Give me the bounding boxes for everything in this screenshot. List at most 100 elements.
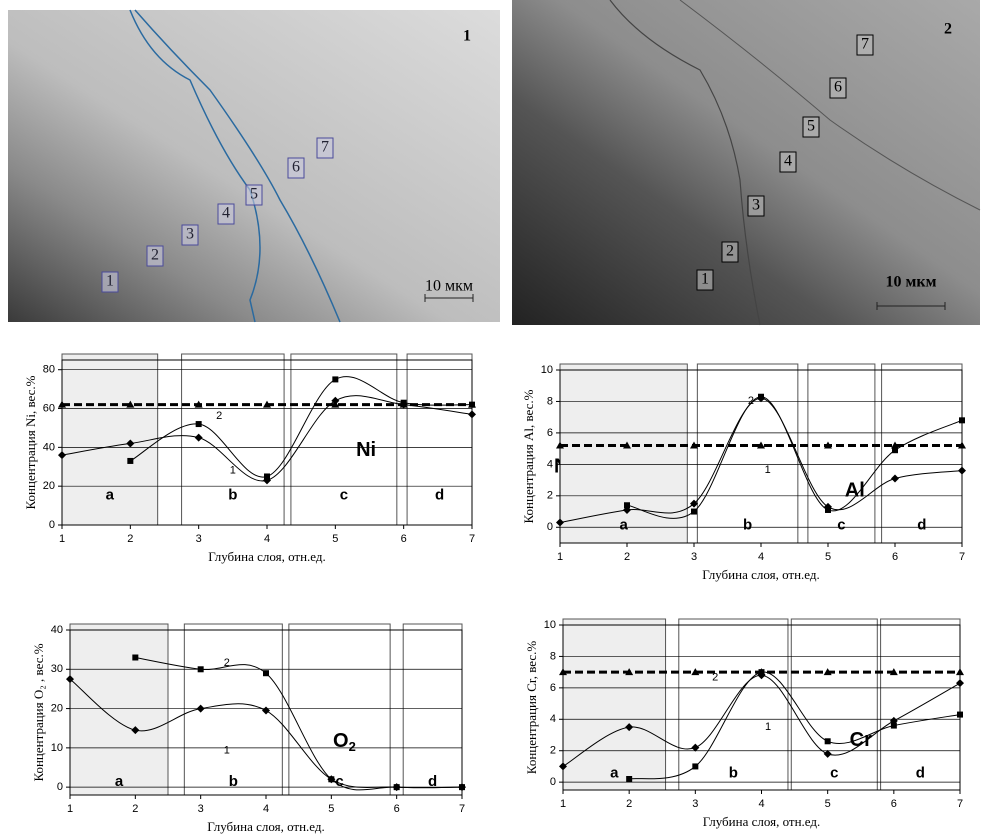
zone-label: c bbox=[837, 517, 845, 534]
zone-label: c bbox=[830, 764, 838, 781]
marker bbox=[559, 668, 567, 676]
x-tick-label: 1 bbox=[557, 551, 563, 563]
boundary bbox=[679, 0, 981, 211]
y-tick-label: 60 bbox=[43, 402, 55, 414]
label-box bbox=[696, 269, 714, 291]
y-tick-label: 2 bbox=[547, 490, 553, 502]
marker bbox=[624, 502, 630, 509]
zone-label: 5 bbox=[250, 186, 258, 203]
marker bbox=[757, 441, 765, 449]
label-box bbox=[721, 241, 739, 263]
marker bbox=[126, 400, 135, 408]
marker bbox=[691, 668, 700, 676]
marker bbox=[692, 763, 699, 770]
y-tick-label: 80 bbox=[43, 364, 55, 376]
x-tick-label: 3 bbox=[198, 803, 204, 815]
zone-label: a bbox=[106, 486, 115, 503]
y-tick-label: 2 bbox=[550, 745, 556, 757]
marker bbox=[823, 749, 832, 758]
marker bbox=[58, 400, 66, 408]
element-label: Al bbox=[845, 479, 865, 501]
x-tick-label: 3 bbox=[692, 798, 698, 810]
marker bbox=[58, 451, 66, 460]
boundary bbox=[129, 9, 261, 323]
x-tick-label: 2 bbox=[626, 798, 632, 810]
zone bbox=[69, 623, 169, 796]
marker bbox=[66, 675, 74, 684]
marker bbox=[691, 508, 697, 515]
x-tick-label: 7 bbox=[959, 551, 965, 563]
element-label: Ni bbox=[356, 439, 376, 461]
zone-label: a bbox=[619, 517, 628, 534]
y-tick-label: 0 bbox=[550, 776, 556, 788]
element-sub: 2 bbox=[349, 740, 356, 755]
marker bbox=[332, 376, 339, 383]
x-axis-label: Глубина слоя, отн.ед. bbox=[208, 549, 326, 564]
x-tick-label: 7 bbox=[469, 533, 475, 545]
series-label: 2 bbox=[712, 672, 718, 684]
y-tick-label: 20 bbox=[51, 702, 63, 714]
label-box bbox=[287, 157, 305, 179]
x-tick-label: 6 bbox=[394, 803, 400, 815]
marker bbox=[889, 668, 898, 676]
zone-label: b bbox=[743, 517, 752, 534]
zone-label: d bbox=[917, 517, 926, 534]
x-tick-label: 3 bbox=[196, 533, 202, 545]
x-tick-label: 3 bbox=[691, 551, 697, 563]
label-box bbox=[779, 151, 797, 173]
zone-label: 3 bbox=[186, 226, 194, 243]
marker bbox=[956, 679, 964, 688]
marker bbox=[890, 722, 897, 729]
x-axis-label: Глубина слоя, отн.ед. bbox=[702, 567, 820, 582]
marker bbox=[559, 762, 567, 771]
boundary bbox=[134, 9, 341, 323]
marker bbox=[625, 723, 634, 732]
zone-label: 2 bbox=[151, 247, 159, 264]
marker bbox=[328, 776, 335, 783]
y-tick-label: 8 bbox=[550, 650, 556, 662]
label-box bbox=[747, 195, 765, 217]
micrograph bbox=[512, 0, 980, 325]
zone bbox=[562, 618, 667, 791]
marker bbox=[400, 399, 407, 406]
boundary bbox=[609, 0, 761, 326]
series-label: 2 bbox=[748, 395, 754, 407]
label-box bbox=[146, 245, 164, 267]
x-tick-label: 5 bbox=[825, 551, 831, 563]
x-tick-label: 6 bbox=[891, 798, 897, 810]
marker bbox=[263, 670, 269, 677]
x-tick-label: 5 bbox=[328, 803, 334, 815]
label-box bbox=[217, 203, 235, 225]
marker bbox=[131, 726, 140, 735]
element-name: O bbox=[333, 730, 349, 752]
marker bbox=[194, 400, 203, 408]
y-tick-label: 20 bbox=[43, 480, 55, 492]
series-label: 1 bbox=[765, 721, 771, 733]
label-box bbox=[101, 271, 119, 293]
marker bbox=[197, 666, 204, 673]
y-tick-label: 0 bbox=[547, 521, 553, 533]
panel-number: 2 bbox=[944, 21, 952, 38]
marker bbox=[956, 668, 964, 676]
marker bbox=[195, 421, 202, 428]
zone-label: a bbox=[115, 773, 124, 790]
zone-label: b bbox=[229, 773, 238, 790]
zone-label: d bbox=[428, 773, 437, 790]
marker bbox=[556, 518, 564, 527]
marker bbox=[958, 441, 966, 449]
element-label: O2 bbox=[333, 730, 356, 754]
zone-label: c bbox=[340, 486, 348, 503]
marker bbox=[194, 433, 203, 442]
x-tick-label: 1 bbox=[59, 533, 65, 545]
y-tick-label: 10 bbox=[541, 364, 553, 376]
marker bbox=[623, 441, 631, 449]
marker bbox=[691, 743, 700, 752]
marker bbox=[126, 439, 135, 448]
marker bbox=[823, 668, 832, 676]
marker bbox=[468, 410, 476, 419]
y-axis-label: Концентрация O₂ , вес.% bbox=[31, 643, 46, 781]
y-tick-label: 0 bbox=[57, 781, 63, 793]
micrograph bbox=[8, 10, 500, 322]
series-label: 2 bbox=[224, 657, 230, 669]
